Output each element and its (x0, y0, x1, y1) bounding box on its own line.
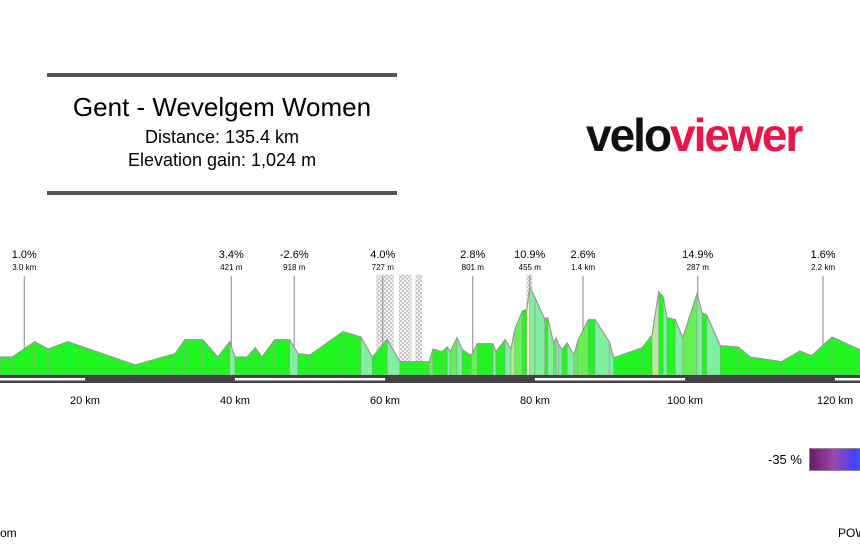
profile-segment (432, 348, 443, 376)
distance-axis-bar (0, 375, 860, 383)
climb-length-label: 1.4 km (571, 263, 595, 272)
distance-text: Distance: 135.4 km (144, 127, 300, 147)
profile-segment (706, 314, 721, 376)
climb-length-label: 727 m (372, 263, 395, 272)
climb-grade-label: 2.8% (460, 249, 485, 261)
title-rule-bottom (47, 191, 397, 195)
climb-length-label: 801 m (462, 263, 485, 272)
profile-segment (229, 341, 236, 376)
profile-segment (613, 347, 643, 376)
profile-segment (342, 331, 362, 376)
climb-length-label: 421 m (220, 263, 243, 272)
climb-grade-label: 1.6% (810, 249, 835, 261)
profile-segment (234, 356, 248, 376)
profile-segment (521, 309, 528, 376)
profile-segment (608, 341, 615, 376)
climb-grade-label: 1.0% (12, 249, 37, 261)
x-tick-label: 80 km (520, 395, 550, 407)
distance-band (835, 378, 860, 381)
climb-grade-label: 4.0% (370, 249, 395, 261)
profile-outline (0, 284, 860, 366)
profile-segment (0, 356, 13, 376)
profile-segment (666, 317, 676, 376)
climb-length-label: 287 m (687, 263, 710, 272)
elevation-gain-text: Elevation gain: 1,024 m (127, 150, 317, 170)
title-rule-top (47, 73, 397, 77)
gradient-legend-bar (809, 448, 860, 471)
elevation-profile-chart: 20 km 40 km 60 km 80 km 100 km 120 km 1.0% 3.0 … (0, 249, 860, 407)
profile-segment (202, 338, 219, 376)
x-tick-label: 20 km (70, 395, 100, 407)
climb-length-label: 3.0 km (12, 263, 36, 272)
cobbled-sector (399, 274, 412, 376)
climb-grade-label: 2.6% (570, 249, 595, 261)
climb-grade-label: 14.9% (682, 249, 713, 261)
climb-grade-label: 10.9% (514, 249, 545, 261)
profile-segment (719, 345, 739, 376)
footer-left-text: om (0, 526, 17, 540)
profile-segment (544, 317, 549, 376)
distance-band (235, 378, 385, 381)
profile-segment (461, 349, 472, 376)
profile-segment (67, 341, 136, 376)
profile-segment (261, 338, 276, 376)
profile-segment (476, 343, 494, 376)
x-tick-label: 40 km (220, 395, 250, 407)
veloviewer-logo: veloviewer (586, 108, 803, 162)
route-title: Gent - Wevelgem Women (72, 92, 372, 122)
profile-segment (449, 337, 458, 376)
climb-grade-label: 3.4% (219, 249, 244, 261)
distance-band (535, 378, 685, 381)
logo-velo: velo (586, 109, 672, 161)
x-tick-label: 120 km (817, 395, 853, 407)
profile-segment (34, 341, 49, 376)
profile-segment (594, 318, 610, 376)
profile-segment (47, 341, 69, 376)
profile-segment (547, 317, 555, 376)
profile-segment (587, 319, 596, 376)
profile-segment (297, 353, 311, 376)
profile-segment (399, 361, 430, 376)
climb-length-label: 2.2 km (811, 263, 835, 272)
profile-segment (737, 346, 751, 376)
profile-segment (134, 353, 176, 376)
profile-segment (701, 312, 708, 376)
footer-right-text: POW (838, 526, 860, 540)
profile-segment (217, 340, 231, 376)
cobbled-sector (415, 274, 422, 376)
profile-segment (309, 331, 344, 376)
climb-length-label: 918 m (283, 263, 306, 272)
climb-grade-label: -2.6% (280, 249, 309, 261)
profile-segment (184, 339, 204, 376)
profile-segment (781, 350, 801, 376)
profile-segment (682, 293, 698, 376)
x-tick-label: 100 km (667, 395, 703, 407)
profile-segment (658, 290, 664, 376)
profile-segment (274, 339, 291, 376)
gradient-legend-min: -35 % (768, 452, 802, 467)
profile-segment (811, 336, 833, 376)
distance-band (0, 378, 85, 381)
climb-length-label: 455 m (519, 263, 542, 272)
profile-segment (11, 341, 36, 376)
logo-viewer: viewer (670, 109, 803, 161)
profile-segment (360, 335, 373, 376)
profile-segment (529, 286, 536, 376)
profile-segment (651, 291, 660, 376)
x-tick-label: 60 km (370, 395, 400, 407)
profile-segment (174, 338, 186, 376)
profile-segment (696, 293, 703, 376)
